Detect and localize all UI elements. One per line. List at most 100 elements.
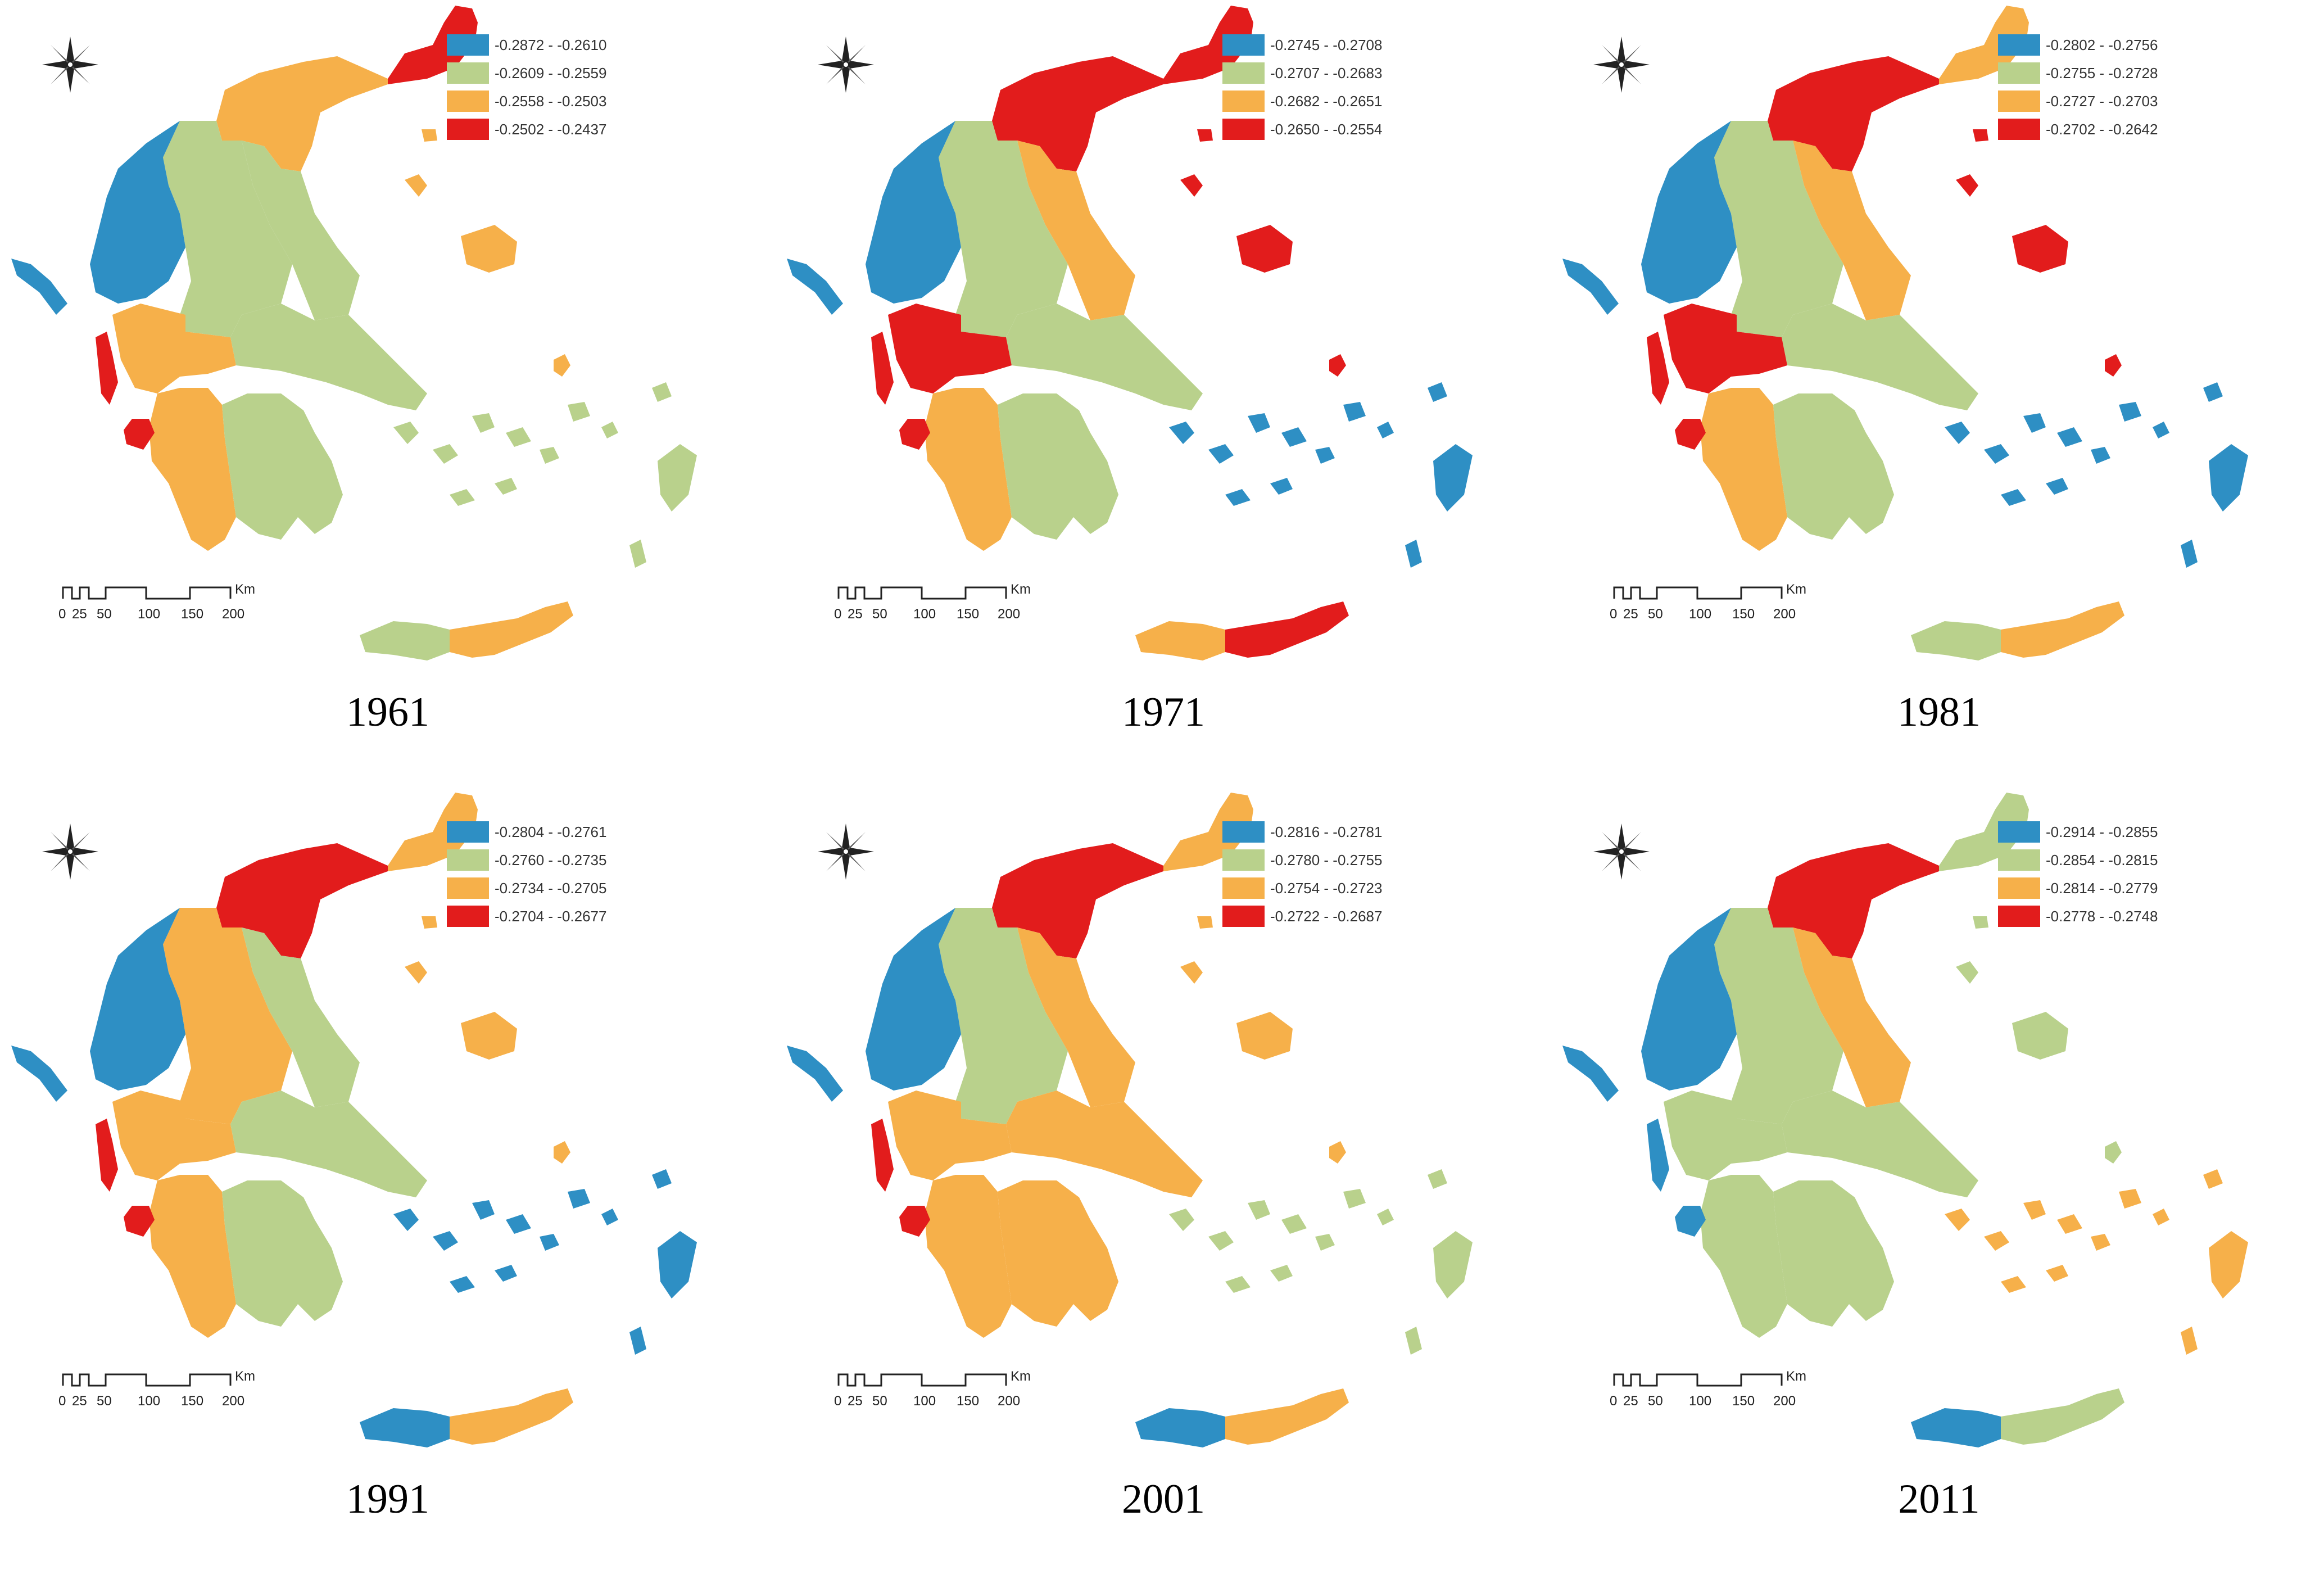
region-peloponnese xyxy=(998,393,1118,540)
region-thessaly xyxy=(242,928,360,1107)
region-ionian-islands xyxy=(1647,332,1706,450)
legend-swatch xyxy=(447,877,489,899)
region-central-greece xyxy=(230,1091,427,1197)
legend-swatch xyxy=(447,849,489,871)
greece-map xyxy=(1562,6,2248,660)
legend-swatch xyxy=(1998,849,2040,871)
scale-unit-label: Km xyxy=(1011,1369,1031,1384)
region-west-macedonia xyxy=(163,121,292,337)
greece-map xyxy=(11,793,697,1447)
region-central-macedonia xyxy=(992,843,1163,958)
legend-swatch xyxy=(1222,877,1265,899)
north-arrow-compass-icon xyxy=(1593,37,1650,93)
map-panel-2001: -0.2816 - -0.2781 -0.2780 - -0.2755 -0.2… xyxy=(776,787,1551,1522)
map-legend: -0.2816 - -0.2781 -0.2780 - -0.2755 -0.2… xyxy=(1222,818,1382,930)
region-central-greece xyxy=(1006,304,1203,410)
region-peloponnese xyxy=(222,393,343,540)
region-epirus xyxy=(90,121,185,304)
greece-map xyxy=(787,6,1473,660)
legend-label: -0.2722 - -0.2687 xyxy=(1270,907,1383,925)
scale-tick-label: 150 xyxy=(181,607,204,622)
legend-label: -0.2704 - -0.2677 xyxy=(495,907,607,925)
legend-label: -0.2814 - -0.2779 xyxy=(2046,879,2158,897)
north-arrow-compass-icon xyxy=(42,824,98,880)
legend-label: -0.2816 - -0.2781 xyxy=(1270,823,1383,840)
scale-bar: 0 25 50 100 150 200 Km xyxy=(834,1369,1062,1409)
legend-item: -0.2914 - -0.2855 xyxy=(1998,818,2158,846)
region-peloponnese-west xyxy=(925,1175,1012,1338)
region-western-greece xyxy=(112,304,236,393)
region-peloponnese xyxy=(1773,393,1894,540)
legend-item: -0.2814 - -0.2779 xyxy=(1998,874,2158,902)
year-caption: 2011 xyxy=(1898,1476,1980,1522)
map-panel-1991: -0.2804 - -0.2761 -0.2760 - -0.2735 -0.2… xyxy=(0,787,776,1522)
region-north-aegean xyxy=(1956,916,2122,1164)
region-ionian-corfu xyxy=(1562,259,1619,315)
legend-label: -0.2609 - -0.2559 xyxy=(495,64,607,82)
legend-swatch xyxy=(1222,91,1265,112)
region-central-macedonia xyxy=(1768,843,1939,958)
year-caption: 1981 xyxy=(1897,689,1981,735)
region-ionian-islands xyxy=(871,332,930,450)
legend-label: -0.2754 - -0.2723 xyxy=(1270,879,1383,897)
map-legend: -0.2872 - -0.2610 -0.2609 - -0.2559 -0.2… xyxy=(447,31,606,143)
region-ionian-islands xyxy=(871,1119,930,1237)
legend-item: -0.2722 - -0.2687 xyxy=(1222,902,1382,930)
legend-item: -0.2804 - -0.2761 xyxy=(447,818,606,846)
scale-tick-label: 150 xyxy=(181,1393,204,1409)
legend-label: -0.2760 - -0.2735 xyxy=(495,851,607,868)
legend-swatch xyxy=(1998,119,2040,140)
north-arrow-compass-icon xyxy=(818,824,874,880)
north-arrow-compass-icon xyxy=(1593,824,1650,880)
scale-bar: 0 25 50 100 150 200 Km xyxy=(1610,582,1838,622)
region-peloponnese-west xyxy=(925,388,1012,551)
scale-bar: 0 25 50 100 150 200 Km xyxy=(58,1369,287,1409)
legend-item: -0.2734 - -0.2705 xyxy=(447,874,606,902)
scale-tick-label: 50 xyxy=(1648,1393,1663,1409)
region-ionian-corfu xyxy=(11,1046,67,1102)
scale-bar-graphic xyxy=(837,586,1007,600)
scale-tick-label: 0 xyxy=(834,1393,842,1409)
region-western-greece xyxy=(1664,1091,1787,1180)
scale-tick-label: 25 xyxy=(848,1393,863,1409)
scale-bar-graphic xyxy=(62,1373,232,1387)
scale-tick-label: 25 xyxy=(72,1393,87,1409)
legend-swatch xyxy=(447,906,489,927)
region-crete-east xyxy=(1225,601,1349,658)
legend-swatch xyxy=(447,119,489,140)
scale-tick-label: 200 xyxy=(222,607,245,622)
scale-unit-label: Km xyxy=(235,582,255,597)
legend-label: -0.2502 - -0.2437 xyxy=(495,120,607,138)
legend-item: -0.2778 - -0.2748 xyxy=(1998,902,2158,930)
region-central-macedonia xyxy=(1768,56,1939,171)
region-western-greece xyxy=(1664,304,1787,393)
region-peloponnese-west xyxy=(1700,1175,1787,1338)
region-thessaly xyxy=(1793,928,1911,1107)
legend-label: -0.2558 - -0.2503 xyxy=(495,92,607,110)
region-south-aegean xyxy=(1169,1169,1473,1355)
map-panel-1961: -0.2872 - -0.2610 -0.2609 - -0.2559 -0.2… xyxy=(0,0,776,735)
legend-swatch xyxy=(1998,62,2040,84)
region-thessaly xyxy=(1017,141,1135,320)
scale-bar-graphic xyxy=(1613,1373,1783,1387)
scale-bar-graphic xyxy=(62,586,232,600)
greece-map xyxy=(787,793,1473,1447)
region-ionian-islands xyxy=(96,332,155,450)
scale-tick-label: 100 xyxy=(913,1393,936,1409)
scale-tick-label: 150 xyxy=(1732,1393,1755,1409)
legend-item: -0.2854 - -0.2815 xyxy=(1998,846,2158,874)
year-caption: 2001 xyxy=(1122,1476,1205,1522)
scale-unit-label: Km xyxy=(1786,1369,1806,1384)
legend-item: -0.2502 - -0.2437 xyxy=(447,115,606,143)
legend-label: -0.2854 - -0.2815 xyxy=(2046,851,2158,868)
legend-label: -0.2707 - -0.2683 xyxy=(1270,64,1383,82)
region-central-macedonia xyxy=(992,56,1163,171)
legend-label: -0.2872 - -0.2610 xyxy=(495,36,607,53)
legend-item: -0.2727 - -0.2703 xyxy=(1998,87,2158,115)
scale-unit-label: Km xyxy=(235,1369,255,1384)
region-epirus xyxy=(866,908,961,1091)
region-ionian-corfu xyxy=(1562,1046,1619,1102)
map-panel-2011: -0.2914 - -0.2855 -0.2854 - -0.2815 -0.2… xyxy=(1551,787,2324,1522)
region-western-greece xyxy=(888,1091,1012,1180)
legend-item: -0.2755 - -0.2728 xyxy=(1998,59,2158,87)
